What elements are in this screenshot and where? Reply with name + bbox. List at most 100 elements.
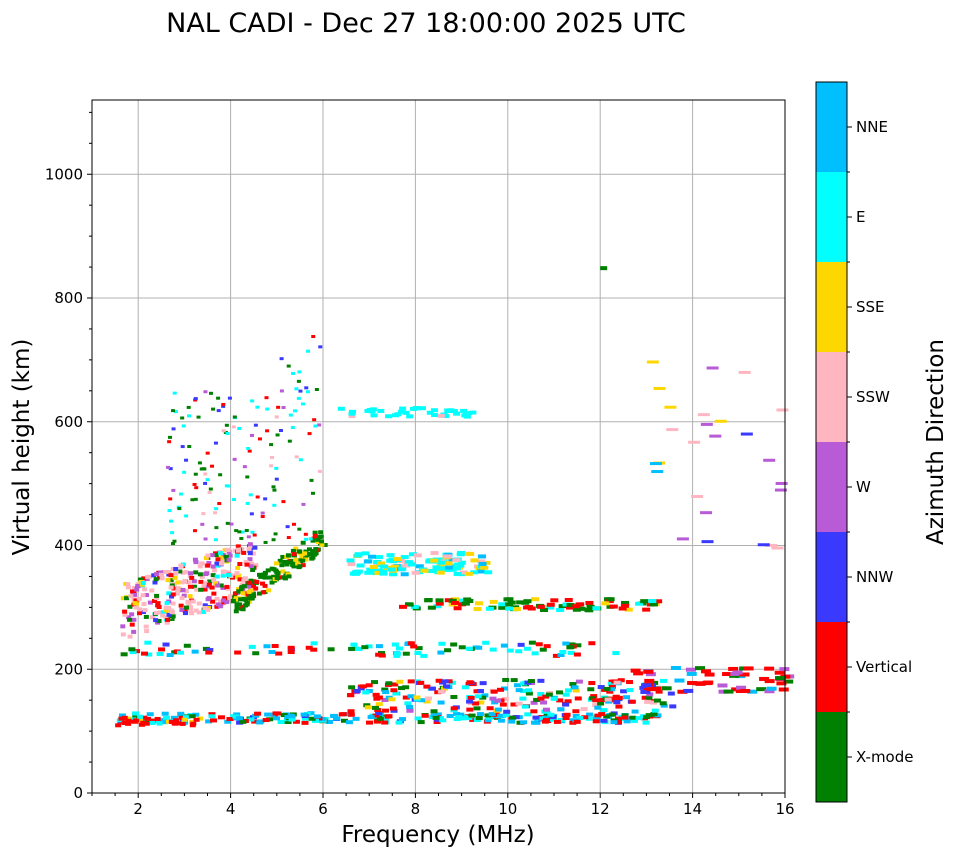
echo-point bbox=[182, 579, 188, 584]
echo-point bbox=[649, 602, 658, 607]
echo-point bbox=[211, 568, 217, 573]
echo-point bbox=[387, 567, 396, 572]
echo-point bbox=[128, 594, 134, 599]
echo-point bbox=[214, 604, 220, 609]
echo-point bbox=[233, 609, 239, 614]
echo-point bbox=[306, 349, 311, 353]
echo-point bbox=[436, 716, 444, 721]
echo-point bbox=[764, 689, 775, 694]
echo-point bbox=[347, 562, 356, 567]
echo-point bbox=[238, 597, 244, 602]
echo-point bbox=[569, 720, 577, 725]
echo-point bbox=[405, 602, 414, 607]
echo-point bbox=[265, 429, 270, 433]
colorbar-label: X-mode bbox=[856, 748, 913, 766]
echo-point bbox=[180, 587, 186, 592]
echo-point bbox=[476, 712, 484, 717]
echo-point bbox=[142, 587, 148, 592]
echo-point bbox=[187, 594, 193, 599]
echo-point bbox=[765, 543, 778, 547]
echo-point bbox=[172, 539, 177, 543]
echo-point bbox=[254, 711, 262, 716]
echo-point bbox=[127, 604, 133, 609]
echo-point bbox=[492, 711, 500, 716]
echo-point bbox=[225, 521, 230, 525]
echo-point bbox=[304, 386, 309, 390]
echo-point bbox=[597, 685, 605, 690]
echo-point bbox=[473, 607, 482, 612]
echo-point bbox=[460, 408, 468, 413]
echo-point bbox=[484, 713, 492, 718]
echo-point bbox=[179, 596, 185, 601]
echo-point bbox=[177, 507, 182, 511]
echo-point bbox=[434, 690, 442, 695]
echo-point bbox=[620, 689, 628, 694]
echo-point bbox=[373, 559, 382, 564]
colorbar-segment bbox=[816, 712, 847, 802]
echo-point bbox=[230, 598, 236, 603]
echo-point bbox=[584, 608, 593, 613]
echo-point bbox=[232, 415, 237, 419]
echo-point bbox=[211, 577, 217, 582]
echo-point bbox=[655, 689, 663, 694]
echo-point bbox=[274, 569, 280, 574]
echo-point bbox=[304, 537, 309, 541]
echo-point bbox=[173, 410, 178, 414]
echo-point bbox=[363, 703, 371, 708]
echo-point bbox=[171, 427, 176, 431]
echo-point bbox=[618, 606, 627, 611]
echo-point bbox=[141, 651, 149, 656]
echo-point bbox=[375, 644, 383, 649]
echo-point bbox=[247, 542, 253, 547]
echo-point bbox=[255, 405, 260, 409]
echo-point bbox=[313, 551, 319, 556]
echo-point bbox=[205, 597, 211, 602]
echo-point bbox=[569, 682, 577, 687]
echo-point bbox=[239, 719, 247, 724]
echo-point bbox=[245, 592, 251, 597]
echo-point bbox=[224, 600, 230, 605]
echo-point bbox=[226, 717, 234, 722]
echo-point bbox=[178, 603, 184, 608]
echo-point bbox=[364, 570, 373, 575]
echo-point bbox=[170, 614, 176, 619]
echo-point bbox=[479, 695, 487, 700]
echo-point bbox=[563, 712, 571, 717]
echo-point bbox=[402, 651, 410, 656]
echo-point bbox=[171, 488, 176, 492]
echo-point bbox=[372, 692, 380, 697]
echo-point bbox=[159, 576, 165, 581]
echo-point bbox=[494, 707, 502, 712]
echo-point bbox=[520, 681, 528, 686]
echo-point bbox=[396, 646, 404, 651]
echo-point bbox=[176, 650, 184, 655]
echo-point bbox=[453, 411, 461, 416]
echo-point bbox=[140, 720, 147, 725]
echo-point bbox=[246, 535, 251, 539]
echo-point bbox=[142, 608, 148, 613]
echo-point bbox=[137, 714, 144, 719]
echo-point bbox=[252, 713, 260, 718]
echo-point bbox=[296, 379, 301, 383]
echo-point bbox=[305, 390, 310, 394]
echo-point bbox=[284, 714, 292, 719]
echo-point bbox=[118, 716, 125, 721]
echo-point bbox=[201, 609, 207, 614]
echo-point bbox=[234, 571, 240, 576]
echo-point bbox=[253, 423, 258, 427]
echo-point bbox=[189, 723, 196, 728]
echo-point bbox=[290, 548, 296, 553]
echo-point bbox=[303, 532, 308, 536]
echo-point bbox=[171, 409, 176, 413]
echo-point bbox=[339, 712, 347, 717]
echo-point bbox=[182, 715, 189, 720]
colorbar-label: W bbox=[856, 478, 871, 496]
echo-point bbox=[600, 718, 608, 723]
echo-point bbox=[374, 707, 382, 712]
echo-point bbox=[503, 709, 511, 714]
echo-point bbox=[537, 691, 545, 696]
echo-point bbox=[189, 611, 195, 616]
echo-point bbox=[510, 678, 518, 683]
echo-point bbox=[169, 610, 175, 615]
echo-point bbox=[125, 582, 131, 587]
